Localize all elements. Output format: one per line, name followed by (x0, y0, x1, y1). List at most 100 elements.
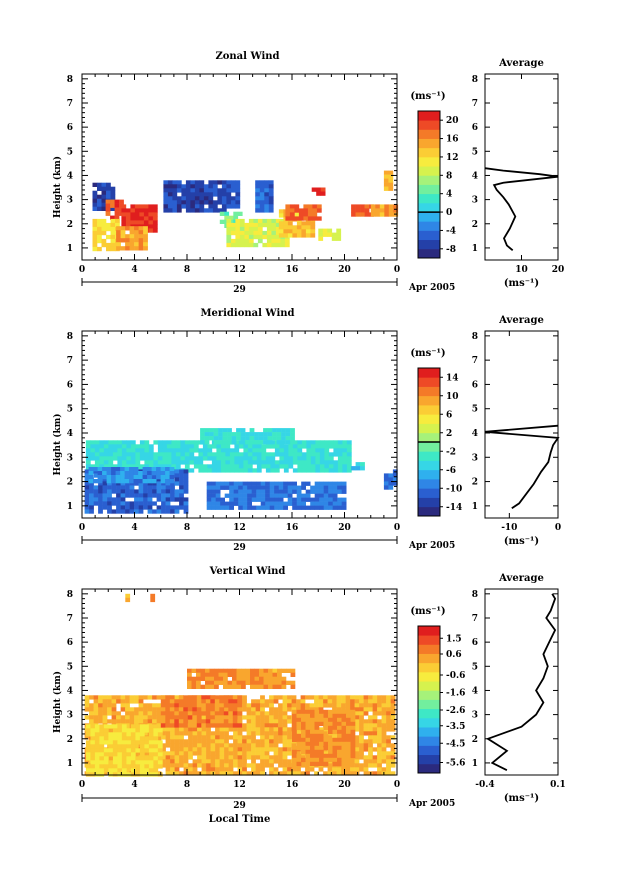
heatmap-cell (333, 444, 339, 449)
heatmap-cell (236, 672, 242, 677)
heatmap-cell (99, 736, 105, 741)
heatmap-cell (262, 242, 268, 248)
heatmap-cell (359, 719, 364, 724)
heatmap-cell (266, 238, 272, 244)
heatmap-cell (170, 727, 175, 732)
heatmap-cell (98, 707, 103, 712)
heatmap-cell (129, 493, 135, 498)
heatmap-cell (269, 493, 275, 498)
heatmap-cell (93, 703, 99, 708)
heatmap-cell (323, 753, 329, 759)
heatmap-cell (283, 481, 288, 486)
heatmap-cell (274, 468, 280, 473)
heatmap-cell (201, 763, 207, 768)
heatmap-cell (170, 751, 175, 756)
heatmap-cell (305, 229, 311, 234)
heatmap-cell (239, 230, 245, 236)
heatmap-cell (121, 212, 127, 217)
heatmap-cell (383, 170, 389, 175)
heatmap-cell (388, 481, 394, 486)
heatmap-cell (260, 505, 266, 510)
heatmap-cell (188, 743, 193, 748)
heatmap-cell (303, 208, 309, 213)
heatmap-cell (93, 467, 98, 472)
heatmap-cell (99, 740, 105, 745)
heatmap-cell (97, 234, 102, 240)
heatmap-cell (165, 485, 171, 490)
x-tick-label: 0 (394, 780, 400, 790)
heatmap-cell (252, 444, 258, 449)
heatmap-cell (93, 497, 99, 502)
heatmap-cell (251, 739, 256, 744)
heatmap-cell (117, 464, 123, 469)
heatmap-cell (372, 739, 378, 744)
heatmap-cell (169, 723, 175, 728)
heatmap-cell (170, 481, 175, 486)
heatmap-cell (260, 759, 265, 764)
heatmap-cell (167, 208, 173, 213)
heatmap-cell (368, 731, 373, 736)
heatmap-cell (332, 489, 338, 494)
heatmap-cell (97, 198, 102, 203)
month-label: Apr 2005 (408, 283, 455, 293)
heatmap-cell (120, 493, 126, 498)
heatmap-cell (372, 703, 378, 708)
heatmap-cell (126, 440, 132, 445)
heatmap-cell (319, 493, 324, 498)
heatmap-cell (165, 723, 171, 728)
heatmap-cell (124, 479, 130, 484)
avg-y-tick-label: 6 (472, 123, 478, 133)
heatmap-cell (274, 493, 279, 498)
heatmap-cell (142, 479, 148, 484)
heatmap-cell (84, 707, 90, 712)
heatmap-cell (354, 743, 360, 748)
heatmap-cell (246, 711, 252, 716)
heatmap-cell (190, 196, 196, 201)
heatmap-cell (93, 699, 99, 704)
colorbar-tick-label: -4 (446, 226, 456, 236)
heatmap-cell (126, 748, 132, 753)
heatmap-cell (310, 452, 316, 457)
heatmap-cell (278, 747, 283, 752)
heatmap-cell (163, 192, 169, 197)
heatmap-cell (160, 723, 166, 728)
heatmap-cell (103, 732, 109, 737)
heatmap-cell (215, 735, 220, 740)
heatmap-cell (235, 184, 241, 189)
heatmap-cell (112, 764, 118, 769)
heatmap-cell (328, 452, 334, 457)
heatmap-cell (183, 719, 189, 724)
heatmap-cell (217, 180, 223, 185)
heatmap-cell (92, 242, 98, 248)
heatmap-cell (108, 752, 114, 757)
heatmap-cell (161, 743, 166, 748)
heatmap-cell (324, 440, 330, 445)
heatmap-cell (121, 732, 127, 737)
heatmap-cell (93, 501, 99, 506)
heatmap-cell (130, 752, 136, 757)
colorbar-segment (418, 120, 440, 130)
heatmap-cell (223, 676, 228, 681)
heatmap-cell (324, 456, 330, 461)
heatmap-cell (201, 731, 207, 736)
heatmap-cell (143, 707, 148, 712)
heatmap-cell (115, 467, 121, 472)
heatmap-cell (273, 711, 279, 716)
y-tick-label: 5 (67, 405, 73, 415)
heatmap-cell (238, 501, 243, 506)
heatmap-cell (161, 763, 166, 768)
heatmap-cell (224, 739, 229, 744)
heatmap-cell (205, 676, 210, 681)
heatmap-cell (318, 228, 324, 233)
heatmap-cell (282, 699, 288, 704)
heatmap-cell (297, 448, 303, 453)
heatmap-cell (205, 707, 211, 712)
heatmap-cell (210, 723, 216, 728)
heatmap-cell (277, 676, 282, 681)
heatmap-cell (249, 436, 255, 441)
heatmap-cell (332, 497, 338, 502)
heatmap-cell (160, 711, 166, 716)
heatmap-cell (247, 448, 253, 453)
colorbar-tick-label: 14 (446, 373, 459, 383)
